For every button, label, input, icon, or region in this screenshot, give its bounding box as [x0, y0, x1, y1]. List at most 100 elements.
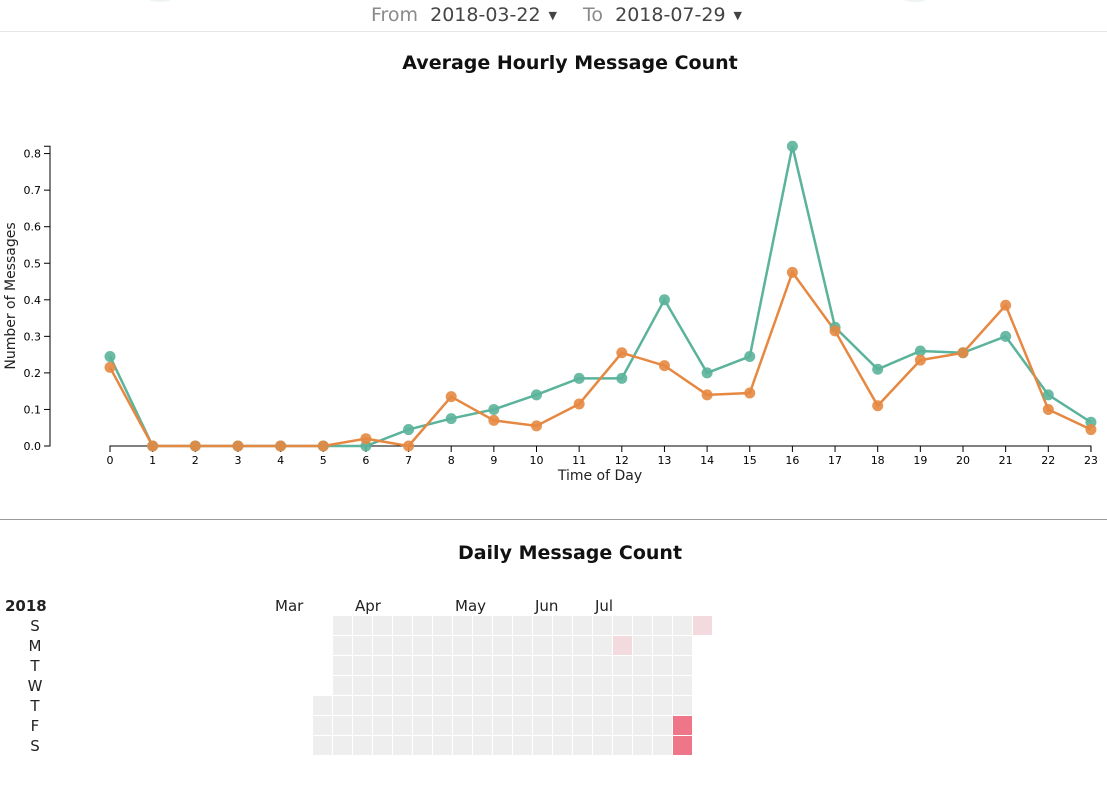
- heatmap-cell: [393, 636, 412, 655]
- caret-down-icon: ▼: [548, 9, 557, 22]
- x-tick-label: 11: [572, 454, 586, 467]
- heatmap-cell: [373, 656, 392, 675]
- data-point: [1085, 424, 1097, 436]
- heatmap-cell: [573, 616, 592, 635]
- x-tick-label: 10: [530, 454, 544, 467]
- data-point: [403, 440, 415, 452]
- x-tick-label: 15: [743, 454, 757, 467]
- heatmap-cell: [533, 696, 552, 715]
- heatmap-cell: [393, 736, 412, 755]
- data-point: [531, 420, 542, 432]
- weekday-label: M: [29, 637, 42, 655]
- data-point: [701, 367, 713, 379]
- data-point: [445, 391, 457, 403]
- heatmap-cell: [353, 636, 372, 655]
- heatmap-cell: [593, 696, 612, 715]
- x-tick-label: 22: [1041, 454, 1055, 467]
- hourly-series: [104, 140, 1097, 452]
- heatmap-cell: [393, 676, 412, 695]
- data-point: [786, 140, 798, 152]
- from-date-select[interactable]: 2018-03-22 ▼: [430, 4, 557, 26]
- heatmap-cell: [433, 716, 452, 735]
- data-point: [275, 440, 287, 452]
- y-tick-label: 0.5: [24, 257, 42, 270]
- heatmap-cell: [573, 676, 592, 695]
- heatmap-cell: [353, 736, 372, 755]
- heatmap-cell: [393, 656, 412, 675]
- x-tick-label: 21: [999, 454, 1013, 467]
- heatmap-cell: [433, 656, 452, 675]
- heatmap-cell: [613, 696, 632, 715]
- daily-chart-title: Daily Message Count: [457, 542, 683, 564]
- heatmap-cell: [613, 716, 632, 735]
- heatmap-cell: [553, 736, 572, 755]
- x-tick-label: 18: [871, 454, 885, 467]
- heatmap-cell: [453, 656, 472, 675]
- heatmap-cell: [573, 636, 592, 655]
- data-point: [360, 433, 372, 445]
- data-point: [1042, 389, 1054, 401]
- heatmap-cell: [653, 616, 672, 635]
- section-divider: [0, 519, 1107, 520]
- data-point: [829, 325, 841, 337]
- data-point: [701, 389, 713, 401]
- heatmap-cell: [553, 716, 572, 735]
- data-point: [616, 372, 628, 384]
- heatmap-cell: [553, 696, 572, 715]
- hourly-line-chart: 0.00.10.20.30.40.50.60.70.80 1 2 3 4 5 6 7 8 9 10 1…: [3, 140, 1098, 484]
- data-point: [658, 294, 670, 306]
- heatmap-cell: [333, 696, 352, 715]
- y-axis-line: [44, 145, 51, 447]
- to-date-select[interactable]: 2018-07-29 ▼: [615, 4, 742, 26]
- heatmap-cell: [633, 696, 652, 715]
- heatmap-cell: [333, 716, 352, 735]
- heatmap-cell: [353, 676, 372, 695]
- hourly-chart-title: Average Hourly Message Count: [402, 52, 738, 74]
- month-label: May: [455, 597, 486, 615]
- heatmap-cell: [313, 696, 332, 715]
- y-tick-label: 0.6: [24, 221, 42, 234]
- data-point: [104, 361, 116, 373]
- y-tick-label: 0.3: [24, 330, 42, 343]
- heatmap-cells: [313, 616, 712, 755]
- heatmap-cell: [613, 656, 632, 675]
- heatmap-cell: [633, 616, 652, 635]
- heatmap-cell: [653, 676, 672, 695]
- x-tick-label: 9: [490, 454, 497, 467]
- series-line: [108, 269, 1092, 448]
- x-tick-label: 6: [362, 454, 369, 467]
- heatmap-cell: [473, 716, 492, 735]
- data-point: [658, 360, 670, 372]
- weekday-label: S: [30, 737, 40, 755]
- heatmap-cell: [413, 636, 432, 655]
- month-label: Apr: [355, 597, 382, 615]
- heatmap-cell: [533, 736, 552, 755]
- heatmap-cell: [573, 696, 592, 715]
- heatmap-cell: [513, 636, 532, 655]
- heatmap-cell: [673, 716, 692, 735]
- data-point: [1042, 403, 1054, 415]
- y-tick-label: 0.8: [24, 148, 42, 161]
- heatmap-cell: [373, 716, 392, 735]
- heatmap-cell: [513, 696, 532, 715]
- heatmap-cell: [673, 676, 692, 695]
- heatmap-cell: [613, 616, 632, 635]
- heatmap-cell: [433, 616, 452, 635]
- heatmap-cell: [573, 736, 592, 755]
- heatmap-cell: [453, 736, 472, 755]
- heatmap-cell: [653, 716, 672, 735]
- heatmap-cell: [433, 736, 452, 755]
- heatmap-cell: [373, 636, 392, 655]
- x-tick-label: 23: [1084, 454, 1098, 467]
- heatmap-cell: [493, 616, 512, 635]
- data-point: [317, 440, 329, 452]
- heatmap-cell: [413, 736, 432, 755]
- data-point: [957, 347, 969, 359]
- heatmap-cell: [333, 676, 352, 695]
- data-point: [914, 345, 926, 357]
- heatmap-cell: [513, 616, 532, 635]
- heatmap-cell: [553, 636, 572, 655]
- x-tick-label: 12: [615, 454, 629, 467]
- heatmap-cell: [613, 676, 632, 695]
- heatmap-cell: [533, 616, 552, 635]
